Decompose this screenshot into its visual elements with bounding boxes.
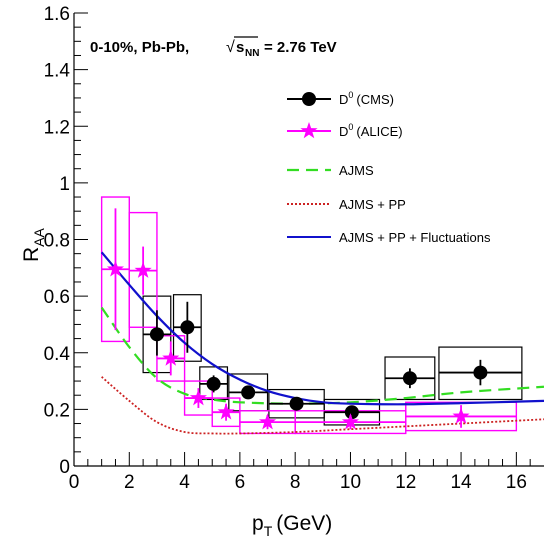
alice-point <box>156 341 185 376</box>
legend-cms-sup: 0 <box>348 90 353 100</box>
y-tick-label: 0.4 <box>44 344 71 365</box>
alice-marker <box>341 413 360 430</box>
xlabel-sub: T <box>264 523 273 539</box>
svg-text:D0(ALICE): D0 (ALICE) <box>339 122 403 139</box>
data-points <box>101 208 522 430</box>
cms-marker <box>289 396 304 411</box>
model-curves <box>100 251 544 435</box>
svg-text:√: √ <box>226 39 235 56</box>
alice-marker <box>258 413 277 430</box>
legend-marker-star <box>300 122 318 139</box>
y-tick-label: 0.6 <box>44 287 70 308</box>
legend-alice-sup: 0 <box>348 122 353 132</box>
alice-marker <box>189 389 207 406</box>
svg-text:NN: NN <box>245 48 259 59</box>
alice-marker <box>134 261 152 278</box>
alice-point <box>212 403 240 421</box>
x-tick-label: 14 <box>450 472 472 493</box>
cms-point <box>324 405 380 420</box>
legend-ajms-pp-label: AJMS + PP <box>339 197 406 212</box>
x-tick-label: 10 <box>340 472 361 493</box>
x-tick-label: 8 <box>290 472 301 493</box>
cms-marker <box>473 365 488 380</box>
annotation-s: s <box>236 39 244 56</box>
y-tick-label: 1.6 <box>44 4 70 25</box>
alice-point <box>101 208 130 331</box>
ajms-pp-curve <box>101 376 544 435</box>
x-axis-title: pT (GeV) <box>252 512 332 539</box>
xlabel-main: p <box>252 512 264 535</box>
alice-marker <box>452 407 470 424</box>
xlabel-unit: (GeV) <box>276 512 332 535</box>
x-tick-label: 2 <box>124 472 135 493</box>
cms-marker <box>206 376 221 391</box>
legend-entry-ajms-pp-fluct: AJMS + PP + Fluctuations <box>287 230 491 245</box>
legend-ajms-pp-fluct-label: AJMS + PP + Fluctuations <box>339 230 491 245</box>
annotation-suffix: = 2.76 TeV <box>264 39 337 56</box>
y-tick-label: 0 <box>59 457 70 478</box>
legend-cms-main: D <box>339 92 348 107</box>
ylabel-main: R <box>20 247 43 262</box>
legend-alice-tail: (ALICE) <box>356 124 402 139</box>
cms-marker <box>402 371 417 386</box>
alice-point <box>295 413 406 430</box>
cms-point <box>438 359 522 386</box>
svg-text:pT(GeV): pT (GeV) <box>252 512 332 539</box>
x-tick-label: 16 <box>506 472 527 493</box>
x-tick-label: 6 <box>235 472 246 493</box>
svg-text:D0(CMS): D0 (CMS) <box>339 90 394 107</box>
y-tick-label: 1.4 <box>44 61 71 82</box>
x-tick-label: 4 <box>179 472 190 493</box>
annotation-s-sub: NN <box>245 48 259 59</box>
cms-marker <box>180 320 195 335</box>
cms-marker <box>344 405 359 420</box>
legend-entry-cms: D0 (CMS) <box>287 90 394 107</box>
svg-text:s: s <box>236 39 244 56</box>
y-tick-label: 0.2 <box>44 400 70 421</box>
axes: 0 0.2 0.4 0.6 0.8 1 1.2 1.4 1.6 0 2 4 6 8 10 12 14 16 <box>44 4 544 493</box>
cms-marker <box>149 327 164 342</box>
svg-text:RAA: RAA <box>20 227 47 262</box>
alice-point <box>239 413 296 430</box>
sqrt-symbol: √ <box>226 39 235 56</box>
y-tick-label: 1 <box>59 174 70 195</box>
legend-alice-main: D <box>339 124 348 139</box>
cms-point <box>199 375 228 393</box>
y-tick-label: 0.8 <box>44 231 70 252</box>
cms-point <box>268 396 325 411</box>
cms-point <box>173 301 202 353</box>
legend-entry-ajms-pp: AJMS + PP <box>287 197 406 212</box>
legend-cms-tail: (CMS) <box>356 92 394 107</box>
alice-marker <box>162 349 180 366</box>
ylabel-sub: AA <box>31 227 47 246</box>
annotation-prefix: 0-10%, Pb-Pb, <box>90 39 189 56</box>
cms-point <box>385 368 435 389</box>
y-axis-title: RAA <box>20 227 47 262</box>
legend-marker-circle <box>302 92 316 106</box>
alice-point <box>129 246 157 295</box>
legend: D0 (CMS) D0 (ALICE) AJMS AJMS + PP AJMS + … <box>287 90 491 245</box>
cms-point <box>143 310 171 356</box>
cms-marker <box>241 385 256 400</box>
y-tick-label: 1.2 <box>44 117 70 138</box>
svg-text:= 2.76 TeV: = 2.76 TeV <box>264 39 337 56</box>
svg-text:0-10%, Pb-Pb,: 0-10%, Pb-Pb, <box>90 39 189 56</box>
cms-point <box>228 385 268 400</box>
legend-ajms-label: AJMS <box>339 163 374 178</box>
alice-point <box>184 388 213 408</box>
legend-entry-ajms: AJMS <box>287 163 374 178</box>
alice-marker <box>106 260 125 277</box>
ajms-curve <box>100 306 544 405</box>
x-tick-label: 12 <box>395 472 416 493</box>
alice-point <box>405 405 517 428</box>
legend-entry-alice: D0 (ALICE) <box>287 122 403 139</box>
alice-marker <box>217 403 235 420</box>
collision-annotation: 0-10%, Pb-Pb, √ s NN = 2.76 TeV <box>90 36 337 59</box>
x-tick-label: 0 <box>69 472 80 493</box>
